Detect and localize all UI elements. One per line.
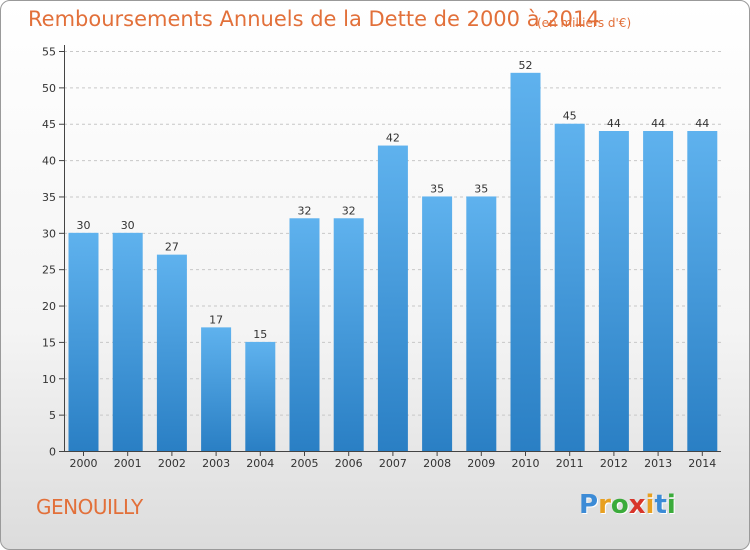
x-tick-label: 2010 [512, 457, 540, 470]
bar-2011 [554, 123, 585, 452]
bar-2000 [68, 232, 99, 451]
logo-letter: x [628, 490, 646, 520]
commune-name: GENOUILLY [36, 495, 143, 519]
y-tick-label: 15 [42, 336, 56, 349]
data-label-2013: 44 [651, 117, 665, 130]
y-tick-label: 30 [42, 227, 56, 240]
x-tick-labels: 2000 2001 2002 2003 2004 2005 2006 2007 2008 2009… [70, 457, 717, 470]
logo-letter: o [610, 490, 629, 520]
y-tick-labels: 0 5 10 15 20 25 30 35 40 45 50 55 [42, 46, 56, 459]
data-label-2010: 52 [519, 59, 533, 72]
data-label-2004: 15 [253, 328, 267, 341]
data-label-2000: 30 [77, 219, 91, 232]
x-tick-label: 2013 [644, 457, 672, 470]
data-label-2014: 44 [695, 117, 709, 130]
y-tick-label: 0 [49, 446, 56, 459]
logo-letter: i [666, 490, 676, 520]
x-tick-label: 2014 [688, 457, 716, 470]
y-tick-label: 10 [42, 373, 56, 386]
y-tick-label: 20 [42, 300, 56, 313]
bar-2007 [377, 145, 408, 451]
logo-letter: P [579, 490, 599, 520]
bar-2008 [422, 196, 453, 451]
x-tick-label: 2003 [202, 457, 230, 470]
x-tick-label: 2002 [158, 457, 186, 470]
x-tick-label: 2000 [70, 457, 98, 470]
x-tick-label: 2012 [600, 457, 628, 470]
chart-title: Remboursements Annuels de la Dette de 20… [28, 7, 600, 31]
data-label-2003: 17 [209, 313, 223, 326]
data-label-2005: 32 [298, 204, 312, 217]
x-tick-label: 2005 [291, 457, 319, 470]
bar-2004 [245, 341, 276, 451]
bar-2012 [598, 131, 629, 451]
y-tick-label: 45 [42, 118, 56, 131]
x-tick-label: 2011 [556, 457, 584, 470]
x-tick-label: 2009 [467, 457, 495, 470]
bars [68, 72, 718, 452]
proxiti-logo: Proxiti [579, 490, 689, 526]
data-label-2002: 27 [165, 241, 179, 254]
x-tick-label: 2004 [246, 457, 274, 470]
chart-unit-subtitle: (en milliers d'€) [537, 16, 632, 30]
x-tick-label: 2007 [379, 457, 407, 470]
x-tick-label: 2006 [335, 457, 363, 470]
x-tick-label: 2008 [423, 457, 451, 470]
data-label-2001: 30 [121, 219, 135, 232]
logo-letter: i [645, 490, 655, 520]
y-tick-label: 5 [49, 409, 56, 422]
y-tick-label: 35 [42, 191, 56, 204]
bar-2005 [289, 218, 320, 451]
data-label-2008: 35 [430, 182, 444, 195]
bar-2001 [112, 232, 143, 451]
bar-2006 [333, 218, 364, 451]
x-tick-label: 2001 [114, 457, 142, 470]
data-label-2011: 45 [563, 110, 577, 123]
data-label-2009: 35 [474, 182, 488, 195]
bar-2009 [466, 196, 497, 451]
logo-letter: r [598, 490, 611, 520]
data-label-2012: 44 [607, 117, 621, 130]
data-label-2007: 42 [386, 132, 400, 145]
bar-2013 [643, 131, 674, 451]
bar-2002 [156, 254, 187, 451]
logo-letter: t [654, 490, 667, 520]
y-tick-label: 25 [42, 264, 56, 277]
bar-2010 [510, 72, 541, 452]
data-labels: 30 30 27 17 15 32 32 42 35 35 52 45 44 44 44 [77, 59, 710, 341]
bar-2014 [687, 131, 718, 451]
y-tick-label: 50 [42, 82, 56, 95]
bar-2003 [201, 327, 232, 451]
data-label-2006: 32 [342, 204, 356, 217]
y-tick-label: 40 [42, 155, 56, 168]
axes [59, 45, 721, 456]
y-tick-label: 55 [42, 46, 56, 59]
